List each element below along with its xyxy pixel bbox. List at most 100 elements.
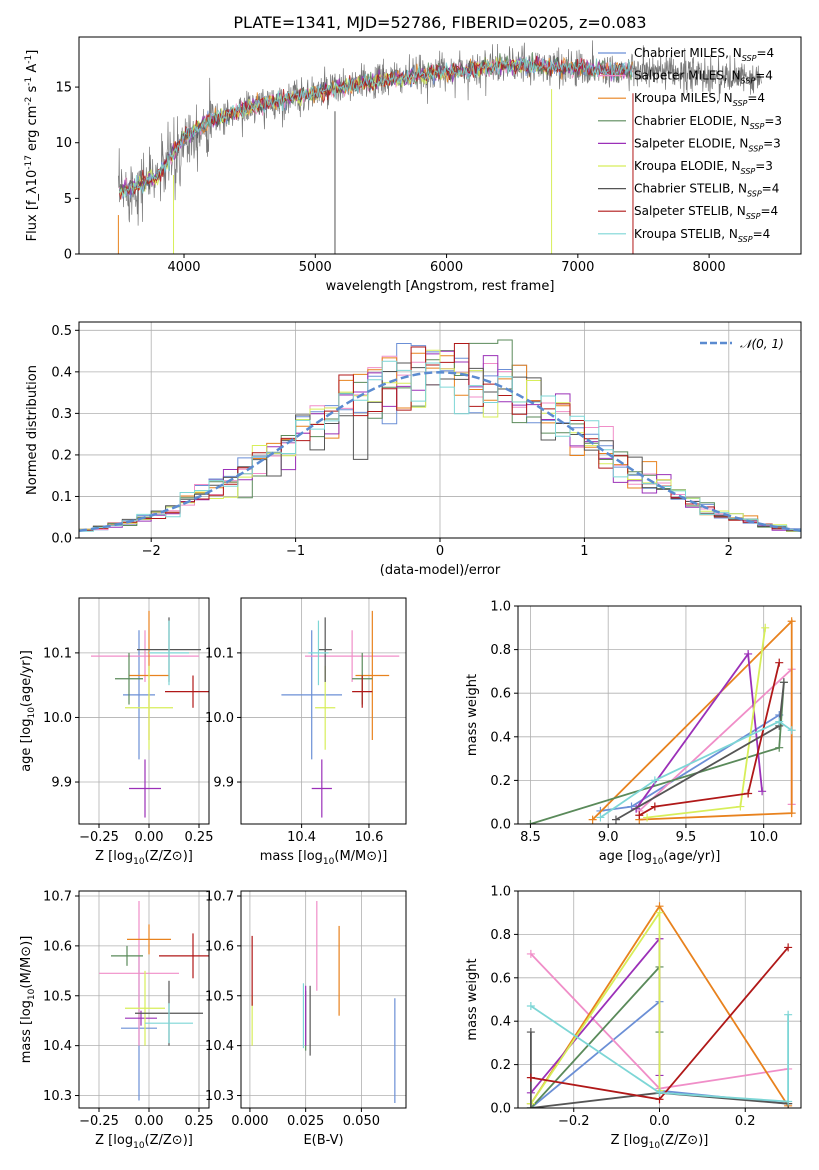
x-tick-label: 2 xyxy=(725,544,733,559)
x-tick-label: −0.25 xyxy=(79,1114,119,1129)
y-tick-label: 10.3 xyxy=(43,1089,72,1104)
series-marker xyxy=(787,726,796,735)
plot-area xyxy=(251,900,396,1104)
x-axis-label: Z [log10(Z/Z⊙)] xyxy=(95,1133,193,1151)
panel-residual-hist: −2 −1 0 1 2 0.0 0.1 0.2 0.3 0.4 0.5 (data-model)/er… xyxy=(25,321,802,578)
panel-age-vs-z: −0.25 0.00 0.25 9.9 10.0 10.1 Z [log10(Z/Z⊙)] a… xyxy=(19,597,214,867)
x-tick-label: 0.050 xyxy=(343,1114,380,1129)
y-tick-label: 0.8 xyxy=(490,928,511,943)
series-marker xyxy=(526,820,535,824)
axes-frame xyxy=(78,321,802,539)
x-tick-label: 0.025 xyxy=(287,1114,324,1129)
y-tick-label: 10.1 xyxy=(205,646,234,661)
x-tick-label: −0.25 xyxy=(79,830,119,845)
y-tick-label: 0.0 xyxy=(490,818,511,833)
y-tick-label: 9.9 xyxy=(213,776,234,791)
axes-frame xyxy=(517,890,802,1109)
y-tick-label: 1.0 xyxy=(490,885,511,900)
x-axis-label: age [log10(age/yr)] xyxy=(599,849,721,867)
axes-frame xyxy=(240,597,407,825)
series-marker xyxy=(643,813,652,822)
plot-area xyxy=(281,610,400,818)
legend-label: Salpeter STELIB, NSSP=4 xyxy=(634,204,778,221)
series-marker xyxy=(526,1002,535,1011)
y-tick-label: 10.7 xyxy=(43,889,72,904)
y-tick-label: 15 xyxy=(55,81,72,96)
series-marker xyxy=(775,743,784,752)
model-spectrum xyxy=(119,57,633,194)
series-marker xyxy=(736,802,745,811)
series-line xyxy=(599,720,793,819)
series-marker xyxy=(526,1073,535,1082)
legend-label: Kroupa MILES, NSSP=4 xyxy=(634,91,765,108)
series-line xyxy=(530,1032,789,1108)
x-axis-label: wavelength [Angstrom, rest frame] xyxy=(326,279,555,294)
y-tick-label: 10.4 xyxy=(205,1039,234,1054)
x-axis-label: E(B-V) xyxy=(303,1133,343,1148)
x-tick-label: 0.25 xyxy=(185,1114,214,1129)
axes-frame xyxy=(78,36,802,255)
series-marker xyxy=(526,1028,535,1037)
y-tick-label: 0.0 xyxy=(490,1102,511,1117)
y-tick-label: 9.9 xyxy=(51,776,72,791)
y-tick-label: 0.1 xyxy=(51,490,72,505)
y-tick-label: 10.5 xyxy=(43,989,72,1004)
x-tick-label: 10.0 xyxy=(749,830,778,845)
series-line xyxy=(530,909,661,1105)
x-tick-label: 5000 xyxy=(299,260,332,275)
series-marker xyxy=(588,815,597,824)
plot-area xyxy=(526,617,796,824)
x-tick-label: 0.25 xyxy=(185,830,214,845)
legend-label: Chabrier MILES, NSSP=4 xyxy=(634,46,774,63)
panel-spectrum: 4000 5000 6000 7000 8000 0 5 10 15 wavelength [An… xyxy=(24,36,802,294)
x-tick-label: 0.00 xyxy=(135,830,164,845)
x-tick-label: 0 xyxy=(436,544,444,559)
legend-label: Chabrier STELIB, NSSP=4 xyxy=(634,182,779,199)
normal-curve xyxy=(79,371,801,532)
series-line xyxy=(530,1005,789,1103)
series-line xyxy=(530,936,661,1094)
panel-mass-weight-vs-age: 8.5 9.0 9.5 10.0 0.0 0.2 0.4 0.6 0.8 1.0 age [log1… xyxy=(465,600,802,867)
x-tick-label: 1 xyxy=(580,544,588,559)
y-tick-label: 10.5 xyxy=(205,989,234,1004)
legend-label: Salpeter MILES, NSSP=4 xyxy=(634,69,773,86)
x-tick-label: 10.4 xyxy=(287,830,316,845)
x-axis-label: mass [log10(M/M⊙)] xyxy=(260,849,388,867)
x-tick-label: 9.5 xyxy=(676,830,697,845)
x-tick-label: −1 xyxy=(286,544,305,559)
series-marker xyxy=(761,623,770,632)
series-marker xyxy=(744,789,753,798)
y-tick-label: 5 xyxy=(64,192,72,207)
model-spectrum xyxy=(119,56,633,199)
axes-frame xyxy=(78,597,210,825)
series-marker xyxy=(596,813,605,822)
x-tick-label: 0.00 xyxy=(135,1114,164,1129)
legend-label: Salpeter ELODIE, NSSP=3 xyxy=(634,136,781,153)
legend-label: Chabrier ELODIE, NSSP=3 xyxy=(634,114,782,131)
x-tick-label: 9.0 xyxy=(598,830,619,845)
series-marker xyxy=(650,776,659,785)
x-tick-label: 7000 xyxy=(561,260,594,275)
series-marker xyxy=(758,787,767,796)
plot-area xyxy=(117,40,762,254)
y-tick-label: 0 xyxy=(64,248,72,263)
y-tick-label: 0.4 xyxy=(490,1015,511,1030)
series-marker xyxy=(635,811,644,820)
x-axis-label: Z [log10(Z/Z⊙)] xyxy=(95,849,193,867)
series-marker xyxy=(787,617,796,626)
series-marker xyxy=(611,815,620,824)
x-tick-label: 4000 xyxy=(167,260,200,275)
panel-mass-vs-z: −0.25 0.00 0.25 10.3 10.4 10.5 10.6 10.7 Z [log1… xyxy=(19,889,214,1151)
legend-label: 𝒩(0, 1) xyxy=(740,337,784,351)
x-tick-label: 0.0 xyxy=(649,1114,670,1129)
series-marker xyxy=(650,802,659,811)
y-tick-label: 10.1 xyxy=(43,646,72,661)
y-tick-label: 0.2 xyxy=(490,774,511,789)
y-tick-label: 10.3 xyxy=(205,1089,234,1104)
x-tick-label: 10.6 xyxy=(354,830,383,845)
series-marker xyxy=(784,943,793,952)
y-axis-label: mass weight xyxy=(465,674,480,756)
series-marker xyxy=(627,802,636,811)
